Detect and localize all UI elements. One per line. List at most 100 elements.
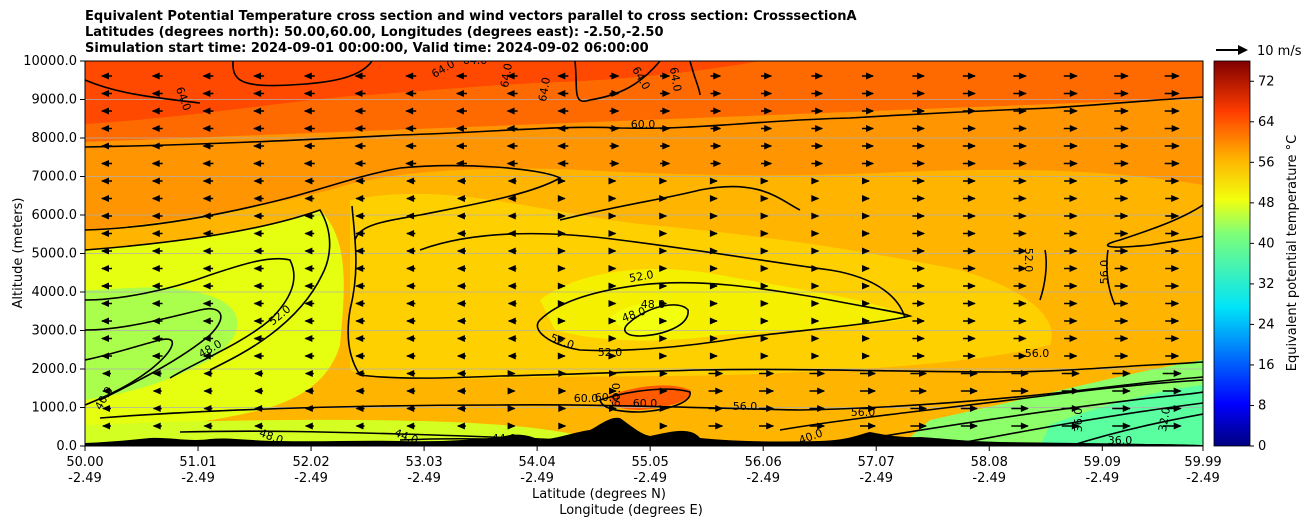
wind-vector-head [355, 247, 364, 255]
wind-vector-head [558, 422, 567, 430]
wind-vector-head [1069, 125, 1078, 132]
wind-vector-head [1069, 142, 1078, 150]
wind-vector-head [659, 335, 668, 342]
wind-vector-head [152, 370, 161, 377]
x-tick-label-lat: 51.01 [179, 455, 216, 470]
wind-vector-head [1020, 370, 1029, 377]
wind-vector-head [1122, 422, 1131, 430]
wind-vector-head [709, 317, 718, 325]
wind-vector-head [967, 335, 976, 342]
wind-vector-head [202, 72, 211, 80]
contour-label: 36.0 [1108, 434, 1133, 447]
wind-vector-head [151, 247, 160, 255]
wind-vector-head [355, 230, 364, 237]
quiver-key-arrowhead [1238, 45, 1248, 55]
wind-vector-head [608, 195, 617, 202]
wind-vector-head [151, 352, 160, 360]
wind-vector-head [817, 370, 826, 377]
wind-vector-head [1173, 422, 1182, 430]
colorbar-tick-label: 32 [1258, 277, 1275, 292]
wind-vector-head [760, 352, 769, 360]
wind-vector-head [967, 247, 976, 255]
contour-mid-hump [559, 185, 801, 221]
wind-vector-head [151, 300, 160, 307]
wind-vector-head [967, 212, 976, 220]
wind-vector-head [713, 107, 722, 115]
wind-vector-head [1018, 282, 1027, 290]
wind-vector-head [1071, 370, 1080, 377]
x-tick-label-lon: -2.49 [520, 471, 554, 486]
wind-vector-head [557, 282, 566, 290]
wind-vector-head [811, 230, 820, 237]
wind-vector-head [969, 422, 978, 430]
wind-vector-head [406, 405, 415, 412]
wind-vector-head [455, 160, 464, 167]
wind-vector-head [456, 195, 465, 202]
x-tick-label-lat: 50.00 [66, 455, 103, 470]
wind-vector-head [303, 90, 312, 97]
wind-vector-head [202, 177, 211, 185]
y-tick-label: 10000.0 [23, 54, 77, 69]
wind-vector-head [507, 247, 516, 255]
wind-vector-head [1171, 300, 1180, 307]
wind-vector-head [659, 352, 668, 360]
wind-vector-head [815, 90, 824, 97]
wind-vector-head [1171, 247, 1180, 255]
wind-vector-head [817, 422, 826, 430]
wind-vector-head [253, 265, 262, 272]
wind-vector-head [611, 125, 620, 132]
wind-vector-head [406, 177, 415, 185]
wind-vector-head [355, 422, 364, 430]
wind-vector-head [916, 247, 925, 255]
wind-vector-head [202, 300, 211, 307]
wind-vector-head [862, 195, 870, 202]
wind-vector-head [713, 72, 722, 80]
wind-vector-head [709, 230, 718, 237]
wind-vector-head [151, 230, 160, 237]
wind-vector-head [101, 72, 109, 80]
x-tick-label-lon: -2.49 [972, 471, 1006, 486]
wind-vector-head [1069, 352, 1078, 360]
wind-vector-head [709, 352, 718, 360]
wind-vector-head [304, 195, 313, 202]
wind-vector-head [506, 160, 515, 167]
contour-label: 56.0 [733, 400, 758, 413]
wind-vector-head [405, 107, 414, 115]
wind-vector-head [713, 125, 722, 132]
wind-vector-head [406, 212, 415, 220]
wind-vector-head [916, 230, 925, 237]
wind-vector-head [1069, 177, 1078, 185]
x-tick-label-lat: 57.07 [858, 455, 895, 470]
wind-vector-head [1120, 230, 1129, 237]
wind-vector-head [659, 387, 668, 395]
wind-vector-head [967, 352, 976, 360]
wind-vector-head [611, 72, 620, 80]
wind-vector-head [304, 300, 313, 307]
wind-vector-head [1018, 90, 1027, 97]
wind-vector-head [608, 265, 617, 272]
wind-vector-head [608, 247, 617, 255]
chart-title-line-1: Equivalent Potential Temperature cross s… [85, 9, 857, 24]
wind-vector-head [916, 317, 925, 325]
wind-vector-head [202, 352, 211, 360]
wind-vector-head [406, 265, 415, 272]
wind-vector-head [557, 142, 566, 150]
contour-48-inner [624, 304, 689, 337]
wind-vector-head [1171, 107, 1180, 115]
wind-vector-head [1171, 142, 1180, 150]
wind-vector-head [557, 300, 566, 307]
wind-vector-head [1018, 177, 1027, 185]
wind-vector-head [709, 247, 718, 255]
wind-vector-head [355, 177, 364, 185]
wind-vector-head [916, 177, 925, 185]
wind-vector-head [662, 107, 671, 115]
wind-vector-head [456, 247, 465, 255]
wind-vector-head [101, 230, 109, 237]
wind-vector-head [405, 90, 414, 97]
wind-vector-head [254, 405, 263, 412]
wind-vector-head [862, 352, 870, 360]
wind-vector-head [1020, 422, 1029, 430]
wind-vector-head [101, 160, 109, 167]
wind-vector-head [1122, 405, 1131, 412]
wind-vector-head [811, 352, 820, 360]
